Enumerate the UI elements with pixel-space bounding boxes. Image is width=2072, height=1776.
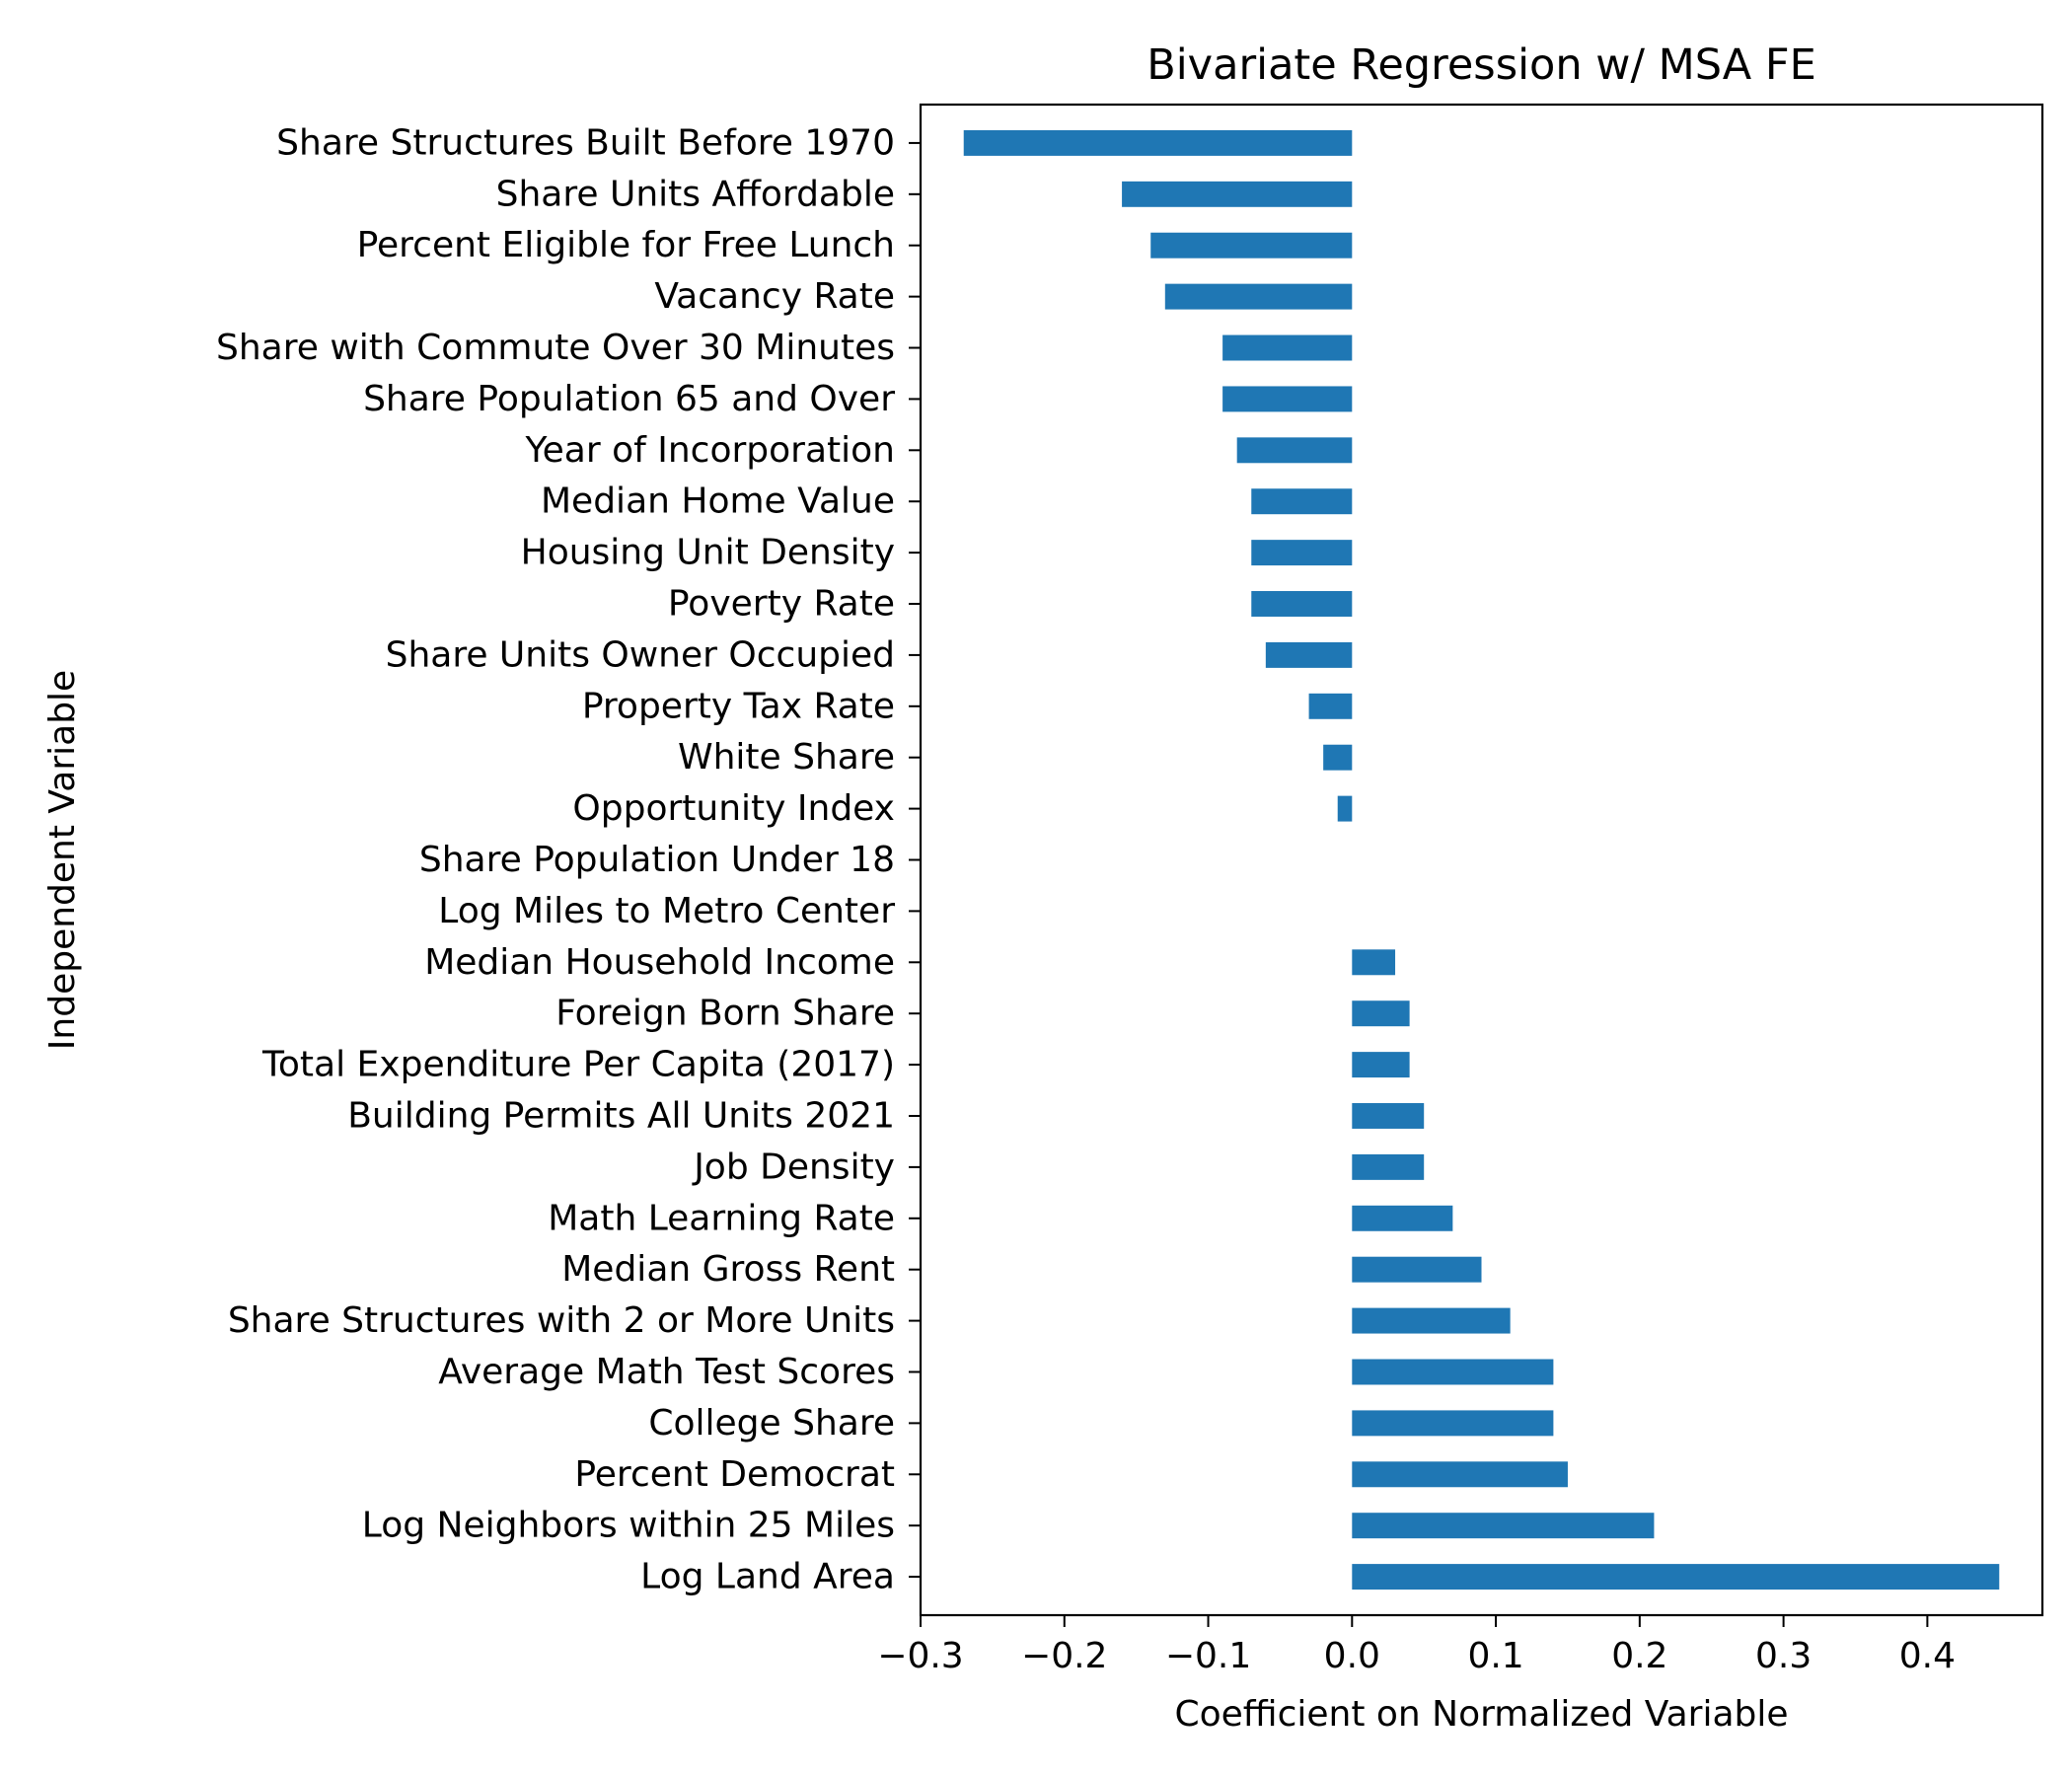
bar	[1352, 1205, 1453, 1231]
bar	[1122, 181, 1353, 207]
x-tick-label: 0.2	[1611, 1636, 1667, 1676]
y-tick-label: College Share	[648, 1403, 895, 1443]
y-tick-label: Log Miles to Metro Center	[438, 891, 895, 931]
y-axis: Share Structures Built Before 1970 Share …	[216, 122, 921, 1597]
bar	[1352, 1307, 1511, 1334]
y-tick-label: Total Expenditure Per Capita (2017)	[261, 1045, 895, 1085]
y-tick-label: Share Units Owner Occupied	[386, 634, 895, 675]
x-tick-label: −0.1	[1165, 1636, 1251, 1676]
y-tick-label: Building Permits All Units 2021	[347, 1095, 895, 1136]
bar	[1352, 1513, 1655, 1539]
bar	[1222, 386, 1353, 412]
bar	[1352, 1410, 1554, 1437]
bar	[1352, 1461, 1568, 1488]
bar	[1352, 1153, 1425, 1180]
bar	[1164, 283, 1353, 310]
bars-group	[963, 129, 2000, 1591]
x-axis: −0.3 −0.2 −0.1 0.0 0.1 0.2 0.3 0.4	[877, 1615, 1956, 1676]
y-tick-label: Median Household Income	[424, 942, 895, 983]
bar	[1352, 1052, 1410, 1078]
bar	[1352, 1359, 1554, 1385]
y-tick-label: Math Learning Rate	[548, 1198, 895, 1238]
bar	[1323, 744, 1353, 771]
y-tick-label: Share Structures with 2 or More Units	[228, 1300, 895, 1341]
y-tick-label: Median Gross Rent	[561, 1249, 895, 1290]
plot-frame	[919, 103, 2044, 1617]
x-tick-label: 0.3	[1755, 1636, 1812, 1676]
x-axis-label: Coefficient on Normalized Variable	[1174, 1694, 1788, 1735]
bar	[1352, 1000, 1410, 1027]
bar	[1265, 641, 1353, 668]
bar	[1352, 949, 1396, 976]
y-tick-label: Poverty Rate	[668, 584, 895, 625]
y-tick-label: White Share	[678, 737, 895, 777]
bar	[1251, 540, 1353, 566]
y-tick-label: Average Math Test Scores	[438, 1352, 895, 1392]
y-tick-label: Share with Commute Over 30 Minutes	[216, 328, 895, 368]
y-tick-label: Share Structures Built Before 1970	[276, 122, 895, 163]
bar	[963, 129, 1353, 156]
y-tick-label: Housing Unit Density	[521, 533, 895, 573]
bar	[1352, 1256, 1482, 1283]
y-tick-label: Share Population 65 and Over	[363, 379, 895, 419]
x-tick-label: −0.2	[1021, 1636, 1107, 1676]
y-tick-label: Foreign Born Share	[555, 994, 895, 1034]
y-axis-label: Independent Variable	[42, 670, 83, 1050]
bar	[1236, 437, 1353, 464]
bar	[1308, 693, 1353, 719]
y-tick-label: Log Land Area	[640, 1557, 895, 1597]
y-tick-label: Log Neighbors within 25 Miles	[362, 1506, 895, 1546]
x-tick-label: −0.3	[877, 1636, 963, 1676]
y-tick-label: Opportunity Index	[572, 788, 895, 829]
y-tick-label: Vacancy Rate	[654, 276, 895, 317]
bar	[1222, 334, 1353, 361]
y-tick-label: Job Density	[692, 1147, 895, 1187]
y-tick-label: Share Units Affordable	[496, 174, 895, 214]
bar	[1337, 795, 1353, 822]
y-tick-label: Percent Eligible for Free Lunch	[357, 225, 895, 265]
y-tick-label: Median Home Value	[541, 481, 895, 522]
bar	[1251, 488, 1353, 515]
y-tick-label: Percent Democrat	[574, 1454, 895, 1495]
y-tick-label: Property Tax Rate	[582, 686, 895, 726]
y-tick-label: Year of Incorporation	[524, 430, 895, 471]
x-tick-label: 0.0	[1324, 1636, 1380, 1676]
bar	[1352, 1564, 2000, 1591]
x-tick-label: 0.1	[1467, 1636, 1523, 1676]
bar	[1150, 232, 1353, 259]
bar	[1352, 1103, 1425, 1129]
bar	[1251, 591, 1353, 617]
chart-title: Bivariate Regression w/ MSA FE	[1147, 40, 1816, 90]
y-tick-label: Share Population Under 18	[419, 840, 895, 880]
x-tick-label: 0.4	[1899, 1636, 1956, 1676]
